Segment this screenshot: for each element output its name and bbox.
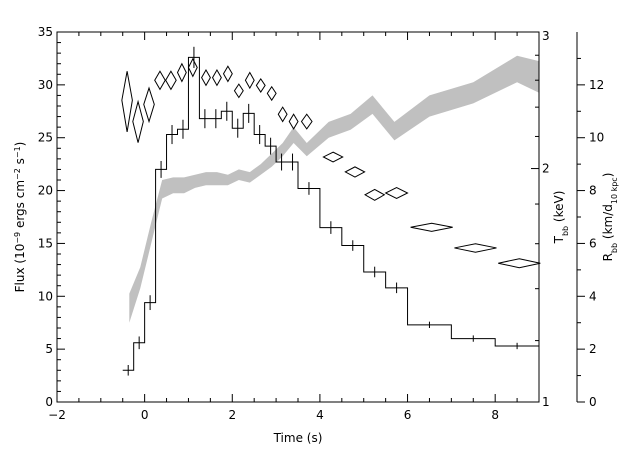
temperature-diamonds-layer <box>121 57 541 269</box>
temperature-tick-label: 2 <box>542 162 550 176</box>
temperature-point <box>410 222 453 232</box>
temperature-point <box>344 166 366 178</box>
temperature-point <box>211 68 222 87</box>
temperature-point <box>176 62 187 83</box>
temperature-point <box>322 151 344 163</box>
flux-tick-label: 15 <box>38 236 53 250</box>
radius-tick-label: 12 <box>589 78 604 92</box>
temperature-point <box>384 187 409 200</box>
flux-axis: 0 5 10 15 20 25 30 35 <box>38 25 65 409</box>
flux-tick-label: 30 <box>38 78 53 92</box>
temperature-point <box>222 65 233 83</box>
temperature-point <box>277 106 288 123</box>
flux-tick-label: 0 <box>45 395 53 409</box>
radius-tick-label: 4 <box>589 289 597 303</box>
radius-tick-label: 2 <box>589 342 597 356</box>
temperature-tick-label: 3 <box>542 29 550 43</box>
temperature-point <box>454 243 497 253</box>
x-axis: −2 0 2 4 6 8 <box>48 32 540 422</box>
temperature-point <box>244 71 255 90</box>
radius-tick-label: 6 <box>589 236 597 250</box>
x-tick-label: 4 <box>316 408 324 422</box>
flux-tick-label: 10 <box>38 289 53 303</box>
radius-tick-label: 8 <box>589 184 597 198</box>
temperature-axis-label: Tbb (keV) <box>552 191 570 245</box>
radius-axis: 0 2 4 6 8 10 12 <box>576 32 604 409</box>
x-tick-label: 8 <box>491 408 499 422</box>
flux-histogram <box>122 56 539 371</box>
temperature-point <box>288 113 299 130</box>
temperature-point <box>266 85 277 102</box>
temperature-point <box>233 83 244 99</box>
temperature-point <box>498 258 541 269</box>
temperature-point <box>154 70 166 91</box>
temperature-point <box>201 68 211 87</box>
temperature-point <box>255 78 266 93</box>
flux-tick-label: 5 <box>45 342 53 356</box>
radius-axis-label: Rbb (km/d10 kpc) <box>601 173 619 262</box>
r-band-layer <box>129 55 539 323</box>
temperature-axis: 1 2 3 <box>531 29 550 409</box>
flux-tick-label: 35 <box>38 25 53 39</box>
temperature-point <box>121 71 133 132</box>
radius-band <box>129 55 539 323</box>
x-axis-label: Time (s) <box>273 431 323 445</box>
x-tick-label: 6 <box>404 408 412 422</box>
flux-axis-label: Flux (10−9 ergs cm−2 s−1) <box>13 142 28 293</box>
radius-tick-label: 10 <box>589 131 604 145</box>
x-tick-label: 2 <box>228 408 236 422</box>
flux-tick-label: 20 <box>38 184 53 198</box>
flux-histogram-layer <box>122 46 539 376</box>
radius-tick-label: 0 <box>589 395 597 409</box>
temperature-point <box>187 57 198 78</box>
x-tick-label: 0 <box>141 408 149 422</box>
temperature-point <box>132 99 144 143</box>
flux-tick-label: 25 <box>38 131 53 145</box>
x-tick-label: −2 <box>48 408 66 422</box>
temperature-point <box>165 70 177 91</box>
temperature-point <box>364 188 386 201</box>
temperature-tick-label: 1 <box>542 395 550 409</box>
temperature-point <box>143 86 155 124</box>
temperature-point <box>300 113 313 130</box>
